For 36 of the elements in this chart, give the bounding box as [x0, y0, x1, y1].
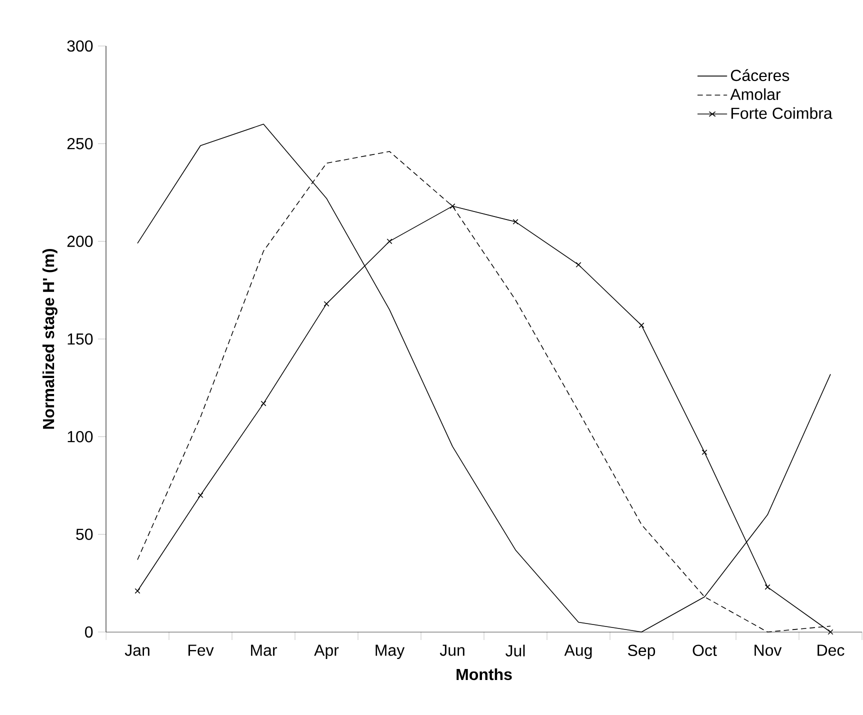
y-axis-title: Normalized stage H' (m): [42, 249, 58, 429]
x-tick-label: Jul: [506, 644, 525, 656]
point: [828, 629, 834, 635]
legend-label: Cáceres: [730, 69, 790, 82]
y-tick-label: 300: [67, 40, 93, 52]
x-tick-label: Dec: [818, 644, 844, 656]
point: [638, 322, 644, 328]
y-tick-label: 150: [68, 333, 93, 345]
y-tick-label: 250: [67, 138, 93, 150]
y-tick-label: 0: [85, 626, 93, 638]
point: [198, 492, 204, 498]
point: [764, 584, 770, 590]
legend-label: Amolar: [730, 88, 781, 100]
y-tick-label: 200: [67, 236, 93, 247]
point: [386, 238, 392, 244]
y-tick-label: 100: [68, 431, 93, 442]
x-tick-label: May: [376, 644, 405, 660]
x-tick-label: Fev: [188, 644, 214, 656]
point: [260, 400, 266, 406]
y-tick-label: 50: [76, 528, 93, 540]
x-tick-label: Mar: [251, 644, 278, 656]
x-tick-label: Sep: [628, 644, 656, 660]
point: [324, 301, 330, 307]
point: [512, 219, 518, 225]
legend-label: Forte Coimbra: [731, 107, 832, 119]
x-tick-label: Aug: [564, 644, 592, 660]
point: [576, 262, 582, 268]
x-tick-label: Nov: [754, 644, 782, 656]
point: [134, 588, 140, 594]
point: [702, 450, 708, 456]
x-tick-label: Jun: [440, 644, 464, 656]
x-tick-label: Apr: [314, 644, 339, 660]
point: [450, 203, 456, 209]
x-axis-title: Months: [456, 668, 512, 680]
x-tick-label: Oct: [692, 644, 717, 656]
x-tick-label: Jan: [124, 644, 150, 656]
